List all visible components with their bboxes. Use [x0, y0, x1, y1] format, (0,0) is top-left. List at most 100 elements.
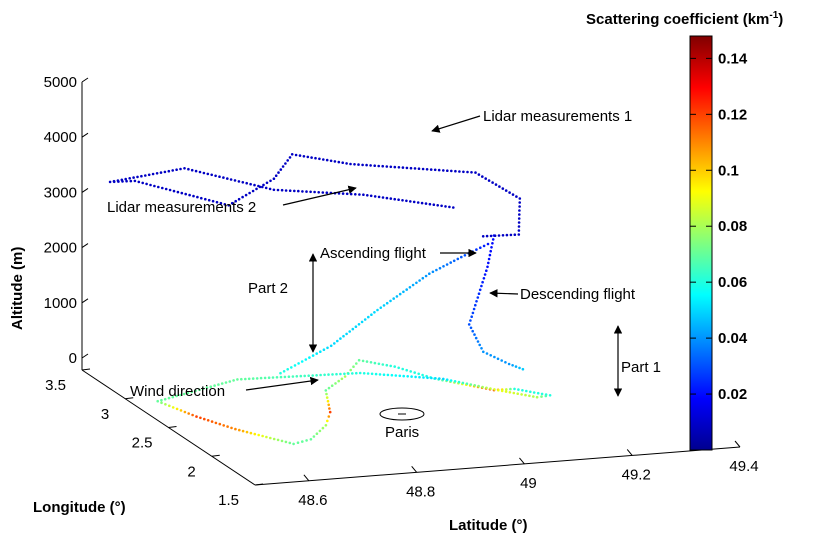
track-point — [230, 426, 233, 430]
track-point — [290, 153, 294, 156]
track-point — [498, 185, 501, 188]
track-point — [397, 366, 401, 370]
track-point — [481, 175, 484, 178]
track-point — [112, 179, 116, 183]
track-point — [293, 364, 297, 367]
annotation-lidar-2: Lidar measurements 2 — [107, 199, 256, 216]
track-point — [413, 167, 417, 170]
track-point — [192, 194, 195, 198]
track-point — [179, 167, 182, 171]
track-point — [133, 179, 137, 183]
altitude-tick-mark — [81, 353, 89, 359]
track-point — [257, 433, 261, 437]
track-point — [237, 197, 241, 201]
track-point — [261, 434, 264, 438]
track-point — [276, 188, 280, 192]
track-point — [469, 383, 473, 386]
track-point — [228, 380, 232, 383]
track-point — [255, 187, 258, 191]
track-point — [292, 442, 295, 446]
track-point — [508, 391, 512, 394]
track-point — [275, 376, 279, 379]
track-point — [521, 367, 525, 371]
track-point — [298, 154, 302, 157]
track-point — [369, 194, 373, 198]
track-point — [334, 382, 337, 385]
track-point — [326, 346, 329, 350]
track-point — [288, 189, 292, 192]
track-point — [481, 235, 485, 238]
altitude-tick-mark — [81, 243, 89, 249]
track-point — [167, 396, 171, 400]
track-point — [340, 377, 344, 381]
track-point — [286, 159, 290, 162]
track-point — [417, 167, 421, 170]
track-point — [513, 233, 517, 236]
track-point — [227, 204, 230, 207]
track-point — [175, 407, 179, 411]
track-point — [176, 190, 180, 194]
track-point — [532, 395, 535, 398]
track-point — [485, 352, 489, 355]
track-point — [362, 372, 366, 375]
track-point — [385, 301, 389, 305]
track-point — [518, 205, 521, 208]
track-point — [149, 183, 152, 187]
track-point — [385, 196, 389, 200]
track-point — [194, 169, 198, 173]
colorbar-ticks: 0.02 0.04 0.06 0.08 0.1 0.12 0.14 — [690, 50, 748, 403]
track-point — [409, 166, 413, 170]
track-point — [319, 350, 322, 354]
track-point — [421, 167, 425, 171]
paris-marker: Paris — [379, 407, 425, 441]
track-point — [470, 171, 473, 174]
track-point — [397, 198, 400, 201]
track-point — [341, 161, 345, 164]
track-point — [415, 281, 418, 285]
track-point — [465, 382, 469, 386]
track-point — [299, 374, 303, 378]
altitude-tick-mark — [81, 132, 89, 138]
longitude-tick-label: 1.5 — [218, 492, 239, 509]
track-point — [171, 169, 174, 172]
colorbar-tick-label: 0.06 — [718, 274, 747, 291]
track-point — [517, 225, 521, 228]
track-point — [257, 184, 260, 188]
track-point — [125, 179, 128, 183]
track-point — [528, 394, 531, 398]
track-point — [393, 365, 397, 368]
track-point — [241, 429, 245, 433]
track-point — [253, 432, 257, 436]
track-point — [342, 334, 345, 338]
track-point — [436, 204, 440, 207]
track-point — [160, 401, 163, 405]
track-point — [265, 181, 269, 185]
track-point — [310, 156, 313, 159]
track-point — [296, 441, 300, 445]
latitude-tick-label: 49.2 — [622, 466, 651, 483]
track-point — [210, 173, 213, 177]
track-point — [487, 179, 491, 182]
track-point — [245, 181, 248, 185]
track-point — [280, 439, 284, 443]
colorbar-label-main: Scattering coefficient (km — [586, 11, 769, 28]
longitude-tick-label: 3 — [101, 406, 109, 423]
track-point — [164, 403, 167, 406]
track-point — [339, 372, 342, 376]
track-point — [264, 186, 268, 190]
track-point — [518, 201, 521, 204]
track-point — [249, 431, 253, 435]
track-point — [406, 375, 410, 378]
track-point — [414, 375, 417, 379]
track-point — [206, 172, 210, 176]
track-point — [409, 200, 412, 203]
track-point — [345, 192, 349, 196]
track-point — [318, 429, 322, 433]
track-point — [357, 163, 360, 166]
track-point — [529, 390, 532, 394]
annotation-lidar-2-arrow — [282, 185, 357, 206]
track-point — [483, 273, 487, 276]
track-point — [378, 373, 382, 376]
track-point — [179, 393, 182, 397]
